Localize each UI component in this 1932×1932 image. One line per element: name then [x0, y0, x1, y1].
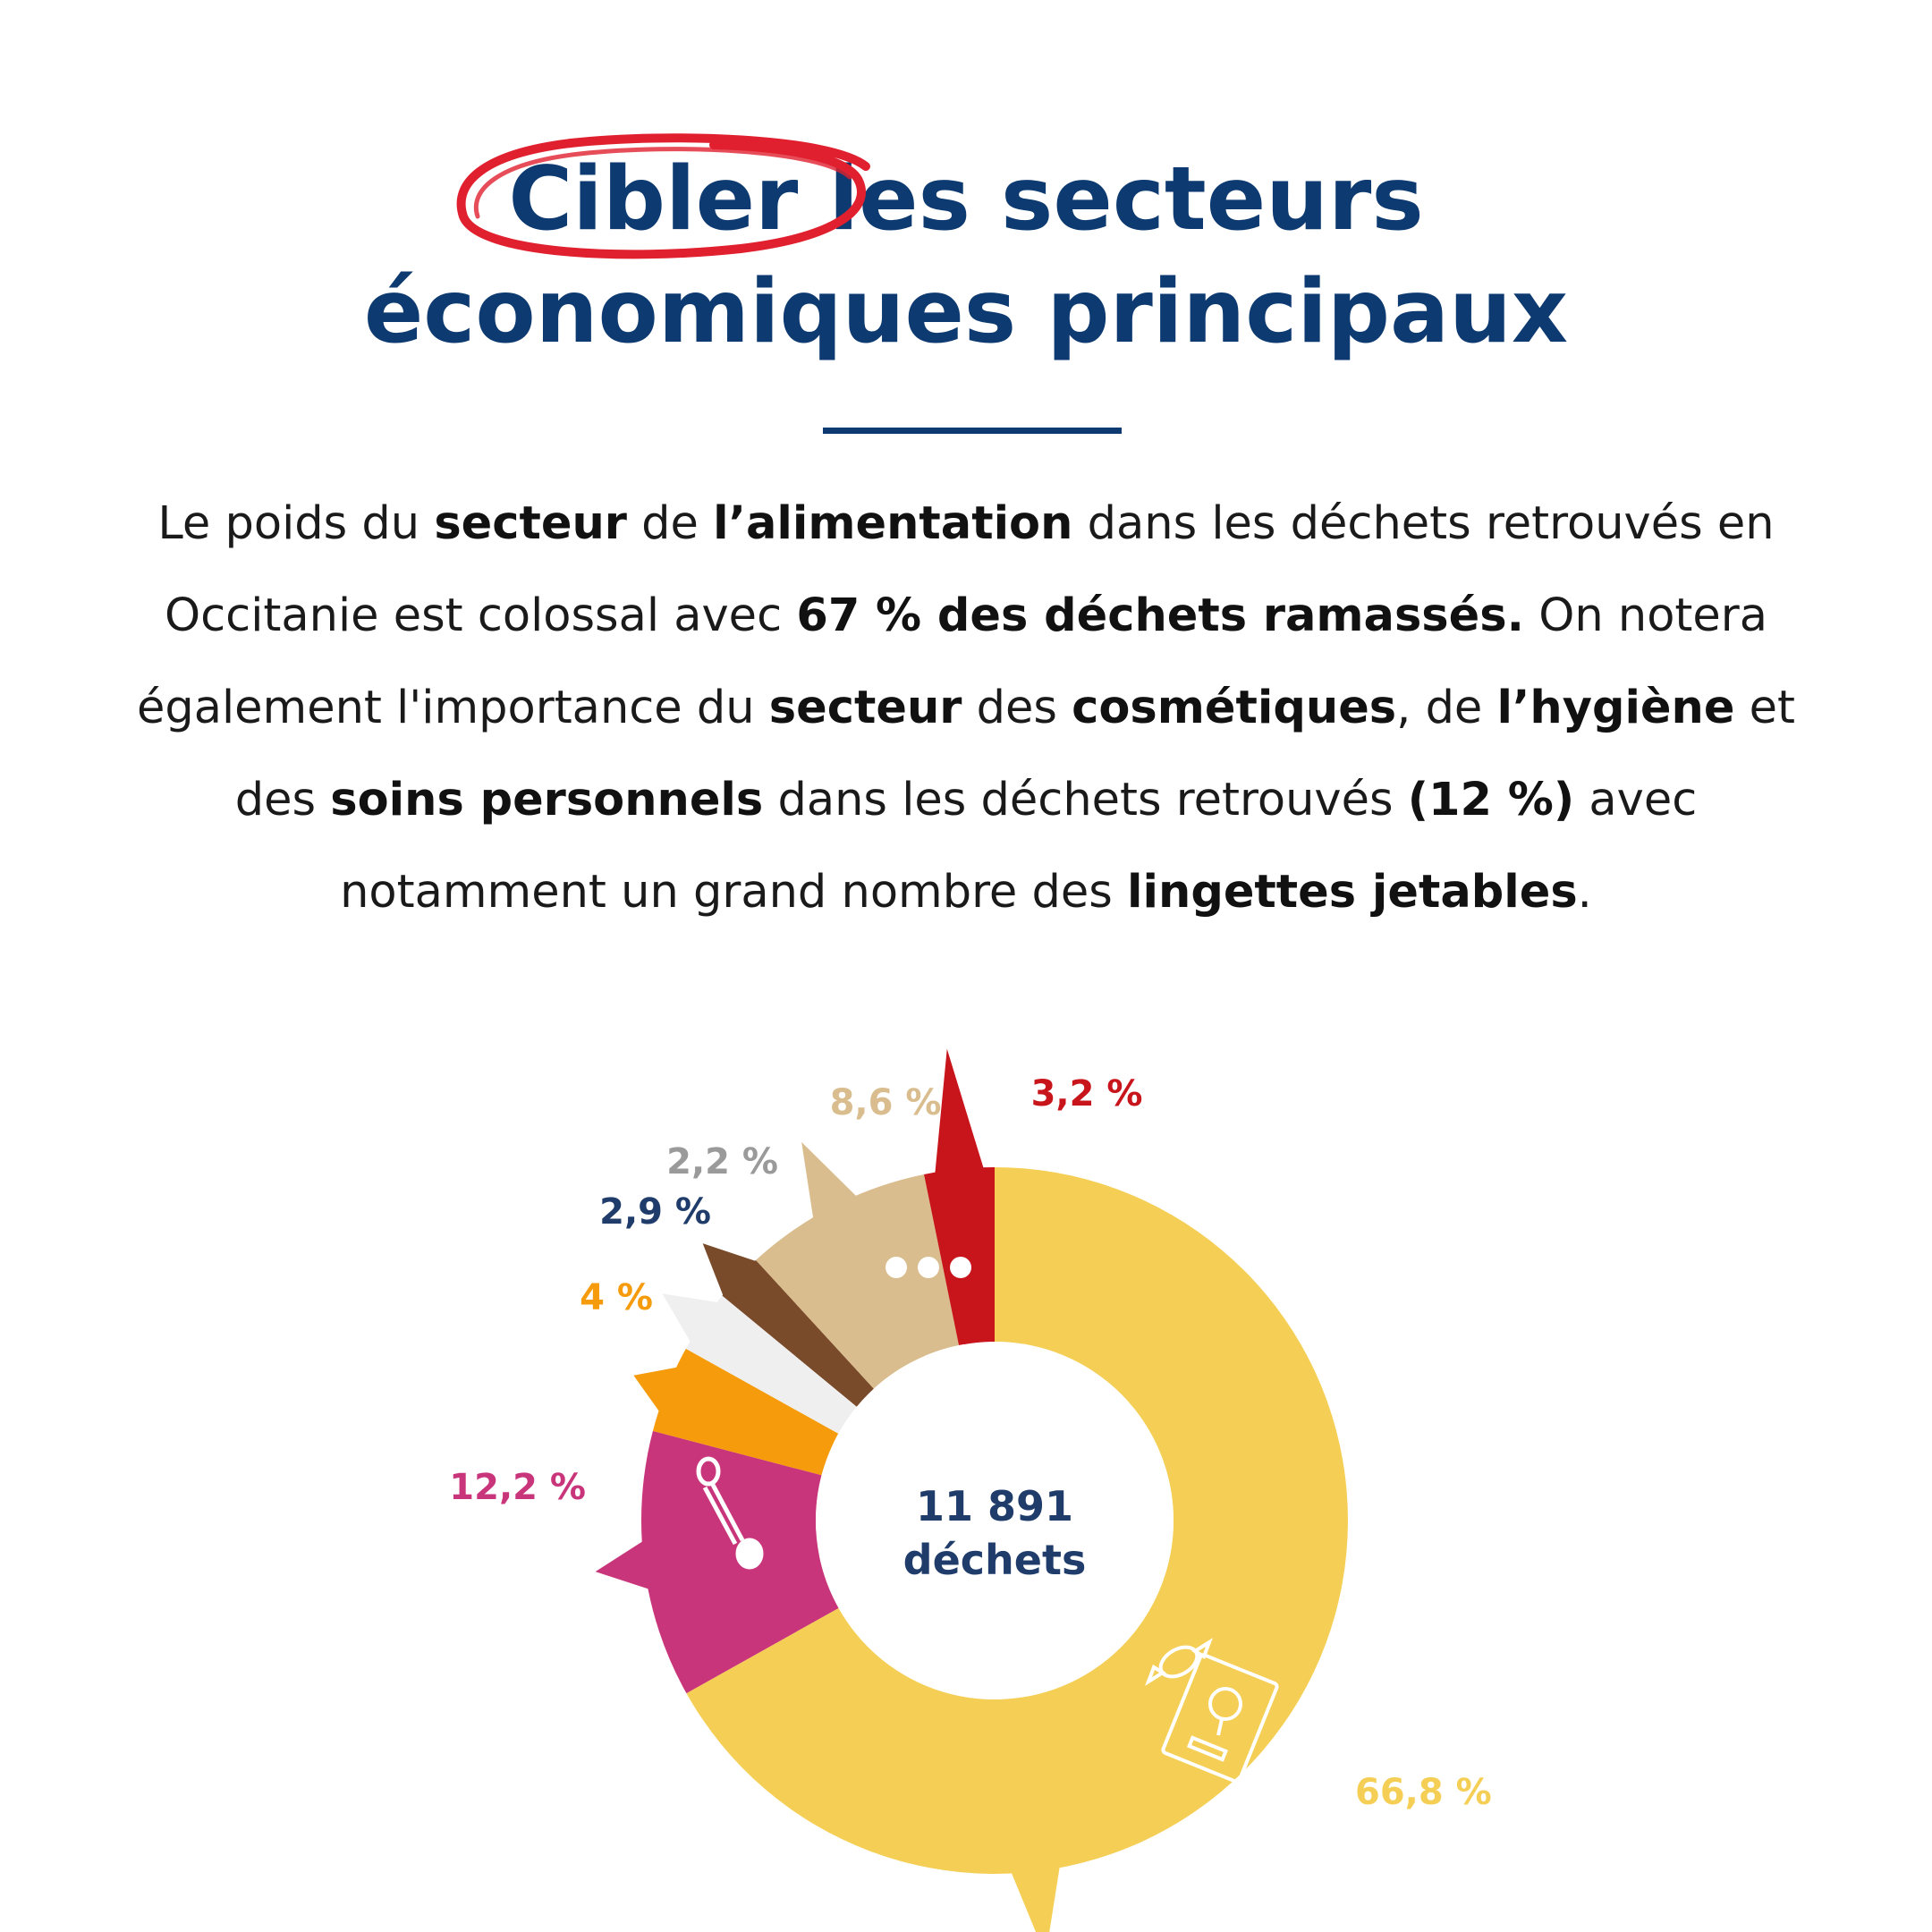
intro-bold: secteur — [768, 682, 962, 734]
intro-text: Le poids du — [157, 497, 435, 550]
slice-label: 8,6 % — [830, 1082, 942, 1123]
intro-text: , de — [1396, 682, 1497, 734]
intro-text: avec notamment un grand nombre des — [340, 774, 1698, 919]
cotton-swab-icon — [696, 1456, 764, 1570]
intro-bold: l’alimentation — [713, 497, 1073, 550]
slice-label: 2,9 % — [599, 1191, 711, 1233]
intro-bold: cosmétiques — [1072, 682, 1397, 734]
title-line-1-rest: les secteurs — [798, 148, 1424, 250]
ellipsis-icon — [886, 1257, 971, 1278]
intro-text: de — [626, 497, 714, 550]
intro-bold: (12 %) — [1407, 774, 1575, 826]
intro-text: et des — [234, 682, 1796, 826]
donut-slice — [652, 1348, 839, 1476]
intro-bold: lingettes jetables — [1127, 866, 1578, 919]
center-caption: déchets — [903, 1536, 1087, 1584]
donut-hole — [816, 1342, 1174, 1699]
donut-slice — [756, 1174, 960, 1389]
title-line-1: Cibler les secteurs — [0, 133, 1932, 259]
slice-label: 4 % — [580, 1277, 653, 1318]
intro-text: dans les déchets retrouvés en Occitanie … — [164, 497, 1775, 642]
intro-paragraph: Le poids du secteur de l’alimentation da… — [98, 478, 1834, 938]
intro-bold: l’hygiène — [1496, 682, 1735, 734]
intro-text: . — [1577, 866, 1592, 919]
intro-text: des — [962, 682, 1072, 734]
intro-text: On notera également l'importance du — [136, 589, 1768, 734]
donut-slice — [685, 1295, 857, 1434]
donut-slice — [924, 1167, 995, 1346]
title-line-2: économiques principaux — [363, 261, 1569, 363]
slice-label: 66,8 % — [1355, 1772, 1492, 1813]
candy-packaging-icon — [1145, 1638, 1279, 1784]
page-title: Cibler les secteurs économiques principa… — [0, 133, 1932, 369]
intro-bold: soins personnels — [330, 774, 764, 826]
title-divider — [823, 428, 1122, 434]
intro-bold: 67 % des déchets ramassés. — [796, 589, 1524, 642]
slice-label: 3,2 % — [1031, 1073, 1143, 1114]
center-label: 11 891 déchets — [903, 1482, 1087, 1584]
center-value: 11 891 — [916, 1482, 1073, 1530]
slice-label: 12,2 % — [449, 1467, 586, 1508]
slice-label: 2,2 % — [666, 1141, 778, 1182]
intro-bold: secteur — [434, 497, 627, 550]
donut-slice — [722, 1259, 874, 1407]
title-highlight-word: Cibler — [508, 148, 799, 250]
intro-text: dans les déchets retrouvés — [763, 774, 1408, 826]
